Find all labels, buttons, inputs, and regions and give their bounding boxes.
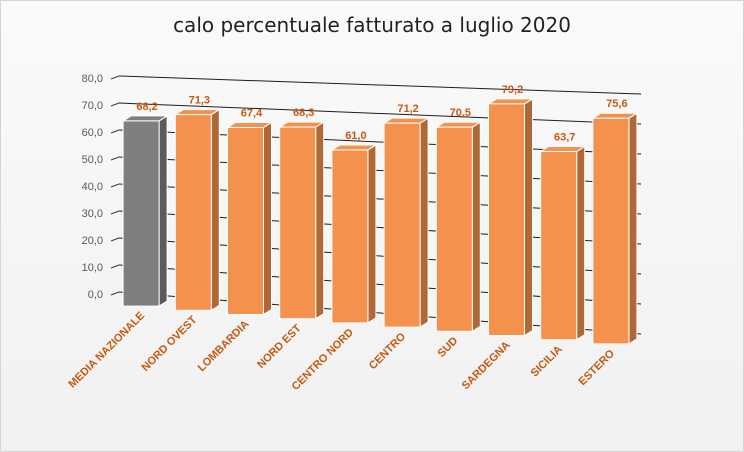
y-tick-label: 60,0 xyxy=(82,127,103,139)
bar-side-face xyxy=(576,145,586,341)
gridline-depth xyxy=(110,75,120,80)
gridline-depth xyxy=(110,129,120,134)
bar xyxy=(434,121,483,333)
bar-top-face xyxy=(121,115,169,122)
bar-side-face xyxy=(315,121,325,320)
bar-side-face xyxy=(158,115,168,308)
bar xyxy=(330,144,378,324)
bar-top-face xyxy=(382,117,430,124)
bar-front-face xyxy=(279,126,317,320)
category-label: NORD EST xyxy=(255,322,304,371)
gridline-depth xyxy=(110,264,120,269)
bar-front-face xyxy=(383,122,421,328)
bar xyxy=(591,112,639,345)
bar xyxy=(486,97,535,337)
bar xyxy=(277,121,326,320)
y-tick-label: 50,0 xyxy=(82,154,103,166)
y-tick-label: 40,0 xyxy=(82,181,103,193)
y-tick-label: 0,0 xyxy=(88,289,103,301)
data-label: 61,0 xyxy=(345,130,366,142)
bar-front-face xyxy=(540,150,578,341)
bar-top-face xyxy=(225,121,274,128)
bar-top-face xyxy=(173,109,222,116)
data-label: 71,3 xyxy=(189,95,210,107)
bar-side-face xyxy=(419,117,429,329)
gridline-depth xyxy=(110,237,120,242)
data-labels: 68,2 71,3 67,4 68,3 61,0 71,2 70,5 79,2 63,7 75,6 xyxy=(136,84,627,144)
category-label: SICILIA xyxy=(529,343,565,379)
data-label: 67,4 xyxy=(241,107,263,119)
bar-top-face xyxy=(434,121,483,128)
chart-title: calo percentuale fatturato a luglio 2020 xyxy=(173,13,571,37)
category-label: NORD OVEST xyxy=(140,314,200,374)
y-tick-label: 10,0 xyxy=(82,262,103,274)
y-tick-label: 70,0 xyxy=(82,100,103,112)
bar-top-face xyxy=(538,145,587,152)
data-label: 68,2 xyxy=(136,101,157,113)
category-label: MEDIA NAZIONALE xyxy=(66,310,147,391)
y-tick-label: 30,0 xyxy=(82,208,103,220)
category-label: CENTRO NORD xyxy=(290,326,356,392)
bar-front-face xyxy=(488,103,525,336)
data-label: 79,2 xyxy=(502,84,523,96)
bar-side-face xyxy=(524,97,533,337)
gridline xyxy=(118,75,642,95)
bar-top-face xyxy=(330,144,378,151)
bar-top-face xyxy=(277,121,326,128)
bar-top-face xyxy=(486,98,535,105)
category-label: SARDEGNA xyxy=(460,339,513,392)
data-label: 70,5 xyxy=(450,107,471,119)
data-label: 71,2 xyxy=(397,103,418,115)
bar-side-face xyxy=(210,108,220,312)
data-label: 68,3 xyxy=(293,107,314,119)
bar xyxy=(225,121,274,316)
bar-top-face xyxy=(591,112,639,119)
bar-front-face xyxy=(331,149,369,324)
category-label: SUD xyxy=(436,335,461,360)
bar-front-face xyxy=(592,117,630,345)
bar-front-face xyxy=(227,126,264,315)
y-tick-label: 20,0 xyxy=(82,235,103,247)
bar xyxy=(121,115,169,308)
bar xyxy=(538,145,587,341)
gridline-depth xyxy=(110,291,120,296)
bar-front-face xyxy=(435,126,473,332)
data-label: 63,7 xyxy=(554,131,575,143)
category-label: ESTERO xyxy=(577,347,618,388)
bar xyxy=(382,117,430,329)
bar xyxy=(173,108,222,312)
gridline-depth xyxy=(110,102,120,107)
gridline-depth xyxy=(110,156,120,161)
gridline-depth xyxy=(110,183,120,188)
bar-side-face xyxy=(263,121,272,316)
y-tick-label: 80,0 xyxy=(82,73,103,85)
bar-side-face xyxy=(628,112,638,345)
bar-front-face xyxy=(122,120,160,307)
bar-front-face xyxy=(174,114,212,311)
bar-side-face xyxy=(471,121,481,333)
bar-side-face xyxy=(367,144,377,324)
category-label: CENTRO xyxy=(367,330,409,372)
bars xyxy=(121,97,639,345)
gridline-depth xyxy=(110,210,120,215)
category-label: LOMBARDIA xyxy=(196,318,252,374)
data-label: 75,6 xyxy=(606,98,627,110)
gridline xyxy=(118,102,642,125)
